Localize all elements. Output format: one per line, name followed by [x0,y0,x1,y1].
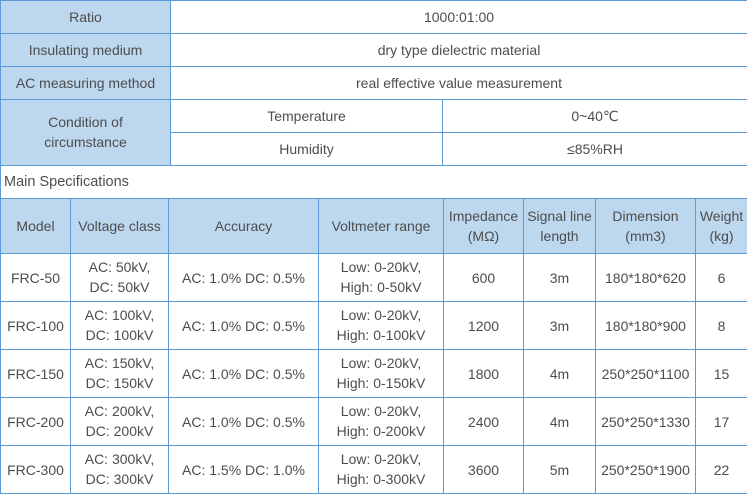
table-row: FRC-50 AC: 50kV, DC: 50kV AC: 1.0% DC: 0… [0,253,747,302]
section-title: Main Specifications [0,165,747,199]
cell-model: FRC-100 [0,301,71,350]
cell-signal-line-length: 4m [523,349,596,398]
cell-dimension: 250*250*1330 [595,397,696,446]
table-row: FRC-200 AC: 200kV, DC: 200kV AC: 1.0% DC… [0,397,747,446]
cell-voltage-class: AC: 200kV, DC: 200kV [70,397,169,446]
col-header-voltmeter-range: Voltmeter range [318,198,444,254]
cell-accuracy: AC: 1.0% DC: 0.5% [168,301,319,350]
cell-weight: 6 [695,253,747,302]
cell-impedance: 600 [443,253,524,302]
condition-of-circumstance-label: Condition of circumstance [0,99,171,166]
cell-voltage-class: AC: 150kV, DC: 150kV [70,349,169,398]
cell-voltmeter-range: Low: 0-20kV, High: 0-150kV [318,349,444,398]
cell-model: FRC-50 [0,253,71,302]
col-header-impedance: Impedance (MΩ) [443,198,524,254]
cell-signal-line-length: 5m [523,445,596,494]
cell-accuracy: AC: 1.0% DC: 0.5% [168,349,319,398]
cell-impedance: 3600 [443,445,524,494]
temperature-label: Temperature [170,99,443,133]
cell-model: FRC-150 [0,349,71,398]
col-header-weight: Weight (kg) [695,198,747,254]
cell-weight: 15 [695,349,747,398]
cell-weight: 22 [695,445,747,494]
cell-weight: 17 [695,397,747,446]
ac-measuring-method-label: AC measuring method [0,66,171,100]
section-title-row: Main Specifications [0,165,747,199]
cell-model: FRC-200 [0,397,71,446]
cell-dimension: 250*250*1100 [595,349,696,398]
table-row: Ratio 1000:01:00 [0,0,747,34]
table-row: FRC-100 AC: 100kV, DC: 100kV AC: 1.0% DC… [0,301,747,350]
table-row: Humidity ≤85%RH [1,132,747,166]
general-specs-table: Ratio 1000:01:00 Insulating medium dry t… [0,0,747,199]
ratio-label: Ratio [0,0,171,34]
temperature-value: 0~40℃ [441,99,747,133]
cell-model: FRC-300 [0,445,71,494]
ratio-value: 1000:01:00 [169,0,747,34]
cell-weight: 8 [695,301,747,350]
table-row: Insulating medium dry type dielectric ma… [0,33,747,67]
cell-voltmeter-range: Low: 0-20kV, High: 0-300kV [318,445,444,494]
cell-dimension: 180*180*620 [595,253,696,302]
cell-voltage-class: AC: 50kV, DC: 50kV [70,253,169,302]
cell-signal-line-length: 3m [523,253,596,302]
cell-voltmeter-range: Low: 0-20kV, High: 0-100kV [318,301,444,350]
cell-dimension: 250*250*1900 [595,445,696,494]
cell-signal-line-length: 3m [523,301,596,350]
cell-impedance: 2400 [443,397,524,446]
table-row: FRC-300 AC: 300kV, DC: 300kV AC: 1.5% DC… [0,445,747,494]
table-row: FRC-150 AC: 150kV, DC: 150kV AC: 1.0% DC… [0,349,747,398]
humidity-value: ≤85%RH [441,132,747,166]
col-header-model: Model [0,198,71,254]
col-header-accuracy: Accuracy [168,198,319,254]
insulating-medium-label: Insulating medium [0,33,171,67]
table-row: Condition of circumstance Temperature 0~… [0,99,747,166]
col-header-signal-line-length: Signal line length [523,198,596,254]
col-header-dimension: Dimension (mm3) [595,198,696,254]
cell-impedance: 1800 [443,349,524,398]
cell-impedance: 1200 [443,301,524,350]
cell-accuracy: AC: 1.0% DC: 0.5% [168,397,319,446]
insulating-medium-value: dry type dielectric material [169,33,747,67]
header-row: Model Voltage class Accuracy Voltmeter r… [0,198,747,254]
cell-signal-line-length: 4m [523,397,596,446]
cell-dimension: 180*180*900 [595,301,696,350]
main-specifications-table: Model Voltage class Accuracy Voltmeter r… [0,198,747,494]
cell-voltmeter-range: Low: 0-20kV, High: 0-50kV [318,253,444,302]
cell-accuracy: AC: 1.0% DC: 0.5% [168,253,319,302]
ac-measuring-method-value: real effective value measurement [169,66,747,100]
table-row: AC measuring method real effective value… [0,66,747,100]
cell-accuracy: AC: 1.5% DC: 1.0% [168,445,319,494]
col-header-voltage-class: Voltage class [70,198,169,254]
cell-voltage-class: AC: 300kV, DC: 300kV [70,445,169,494]
cell-voltage-class: AC: 100kV, DC: 100kV [70,301,169,350]
cell-voltmeter-range: Low: 0-20kV, High: 0-200kV [318,397,444,446]
humidity-label: Humidity [170,132,443,166]
